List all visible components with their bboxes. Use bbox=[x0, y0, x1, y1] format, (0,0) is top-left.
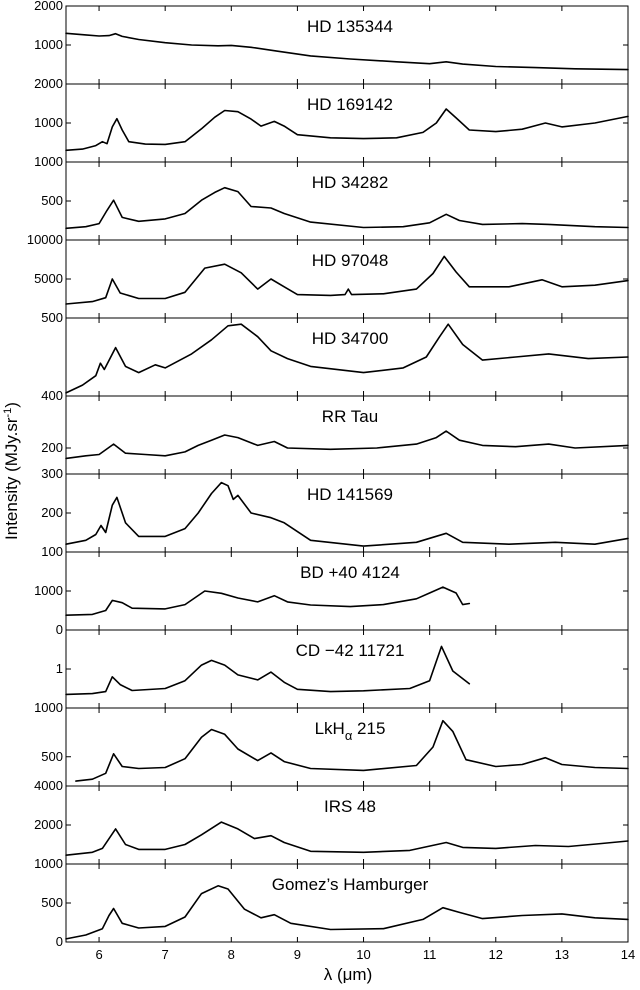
y-tick-label: 200 bbox=[41, 505, 63, 520]
panel-title-text: HD 169142 bbox=[307, 95, 393, 114]
panel-hd-97048: 5000 10000 HD 97048 bbox=[27, 232, 629, 319]
y-tick-label: 2000 bbox=[34, 76, 63, 91]
y-tick-label: 500 bbox=[41, 193, 63, 208]
spectrum-line bbox=[65, 108, 629, 152]
panel-title: RR Tau bbox=[322, 407, 378, 426]
panel-title-subscript: α bbox=[345, 728, 353, 743]
x-tick-label: 9 bbox=[294, 947, 301, 962]
panel-title: HD 97048 bbox=[312, 251, 389, 270]
panel-title: HD 141569 bbox=[307, 485, 393, 504]
x-tick-label: 13 bbox=[555, 947, 569, 962]
panel-title-text: BD +40 4124 bbox=[300, 563, 400, 582]
y-axis-title-text: Intensity (MJy.sr bbox=[2, 417, 21, 540]
y-tick-label: 2000 bbox=[34, 817, 63, 832]
spectrum-line bbox=[65, 586, 471, 616]
x-tick-label: 11 bbox=[423, 947, 437, 962]
y-tick-label: 1000 bbox=[34, 700, 63, 715]
x-axis-title: λ (μm) bbox=[324, 965, 373, 984]
panel-rr-tau: 200 400 RR Tau bbox=[41, 388, 629, 475]
panel-title-text: HD 135344 bbox=[307, 17, 393, 36]
y-tick-label: 1000 bbox=[34, 856, 63, 871]
y-tick-label: 0 bbox=[56, 622, 63, 637]
x-tick-label: 10 bbox=[356, 947, 370, 962]
spectrum-line bbox=[65, 821, 629, 856]
panel-bd-40-4124: 0 1000 BD +40 4124 bbox=[34, 551, 629, 637]
x-axis: 6 7 8 9 10 11 12 13 14 bbox=[95, 947, 635, 962]
panel-title-text: HD 97048 bbox=[312, 251, 389, 270]
x-tick-label: 6 bbox=[95, 947, 102, 962]
panel-title-text: HD 34282 bbox=[312, 173, 389, 192]
y-axis-title: Intensity (MJy.sr-1) bbox=[2, 402, 21, 540]
panel-title: LkHα 215 bbox=[315, 719, 386, 743]
y-tick-label: 0 bbox=[56, 934, 63, 949]
panel-hd-34700: 500 HD 34700 bbox=[41, 310, 629, 397]
panel-title-text: LkH bbox=[315, 719, 345, 738]
y-tick-label: 500 bbox=[41, 749, 63, 764]
y-tick-label: 4000 bbox=[34, 778, 63, 793]
y-tick-label: 100 bbox=[41, 544, 63, 559]
panel-title: HD 169142 bbox=[307, 95, 393, 114]
y-tick-label: 1 bbox=[56, 661, 63, 676]
y-tick-label: 2000 bbox=[34, 0, 63, 13]
panel-lkh: 500 1000 LkHα 215 bbox=[34, 700, 629, 787]
y-tick-label: 10000 bbox=[27, 232, 63, 247]
spectrum-line bbox=[65, 430, 629, 460]
panel-title: Gomez’s Hamburger bbox=[272, 875, 429, 894]
x-tick-label: 7 bbox=[162, 947, 169, 962]
panel-title-suffix: 215 bbox=[352, 719, 385, 738]
y-tick-label: 400 bbox=[41, 388, 63, 403]
spectrum-line bbox=[65, 885, 629, 940]
y-tick-label: 1000 bbox=[34, 37, 63, 52]
spectrum-line bbox=[65, 323, 629, 394]
panel-title-text: CD −42 11721 bbox=[296, 641, 405, 660]
panel-cd-42-11721: 1 CD −42 11721 bbox=[56, 629, 629, 709]
panel-title-text: IRS 48 bbox=[324, 797, 376, 816]
x-tick-label: 14 bbox=[621, 947, 635, 962]
panel-hd-141569: 100 200 300 HD 141569 bbox=[41, 466, 629, 559]
panel-title: CD −42 11721 bbox=[296, 641, 405, 660]
spectrum-line bbox=[65, 255, 629, 305]
panel-title: HD 34700 bbox=[312, 329, 389, 348]
x-tick-label: 12 bbox=[489, 947, 503, 962]
panel-title-text: Gomez’s Hamburger bbox=[272, 875, 429, 894]
y-tick-label: 1000 bbox=[34, 154, 63, 169]
panel-title-text: RR Tau bbox=[322, 407, 378, 426]
spectrum-line bbox=[65, 32, 629, 71]
panel-title-text: HD 141569 bbox=[307, 485, 393, 504]
y-tick-label: 200 bbox=[41, 440, 63, 455]
y-tick-label: 500 bbox=[41, 895, 63, 910]
x-tick-label: 8 bbox=[228, 947, 235, 962]
panel-hd-34282: 500 1000 HD 34282 bbox=[34, 154, 629, 241]
y-axis-title-unit-exponent: -1 bbox=[2, 408, 14, 418]
spectrum-line bbox=[65, 481, 629, 547]
panel-irs-48: 2000 4000 IRS 48 bbox=[34, 778, 629, 865]
y-tick-label: 1000 bbox=[34, 583, 63, 598]
spectrum-line bbox=[75, 719, 629, 782]
spectrum-line bbox=[65, 645, 471, 696]
panel-title: BD +40 4124 bbox=[300, 563, 400, 582]
panel-gomez-s-hamburger: 0 500 1000 Gomez’s Hamburger bbox=[34, 856, 629, 949]
panel-hd-169142: 1000 2000 HD 169142 bbox=[34, 76, 629, 163]
panel-frame bbox=[65, 707, 629, 787]
y-tick-label: 1000 bbox=[34, 115, 63, 130]
spectrum-line bbox=[65, 186, 629, 230]
y-tick-label: 5000 bbox=[34, 271, 63, 286]
panel-title: HD 34282 bbox=[312, 173, 389, 192]
panel-title: IRS 48 bbox=[324, 797, 376, 816]
panel-title: HD 135344 bbox=[307, 17, 393, 36]
y-axis-title-close: ) bbox=[2, 402, 21, 408]
panel-title-text: HD 34700 bbox=[312, 329, 389, 348]
y-tick-label: 300 bbox=[41, 466, 63, 481]
panel-hd-135344: 1000 2000 HD 135344 bbox=[34, 0, 629, 85]
y-tick-label: 500 bbox=[41, 310, 63, 325]
